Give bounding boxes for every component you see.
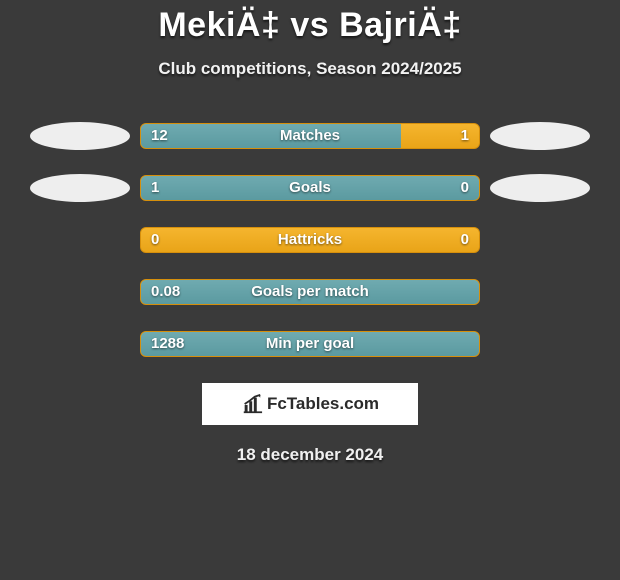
spacer — [30, 226, 130, 254]
right-player-oval — [490, 174, 590, 202]
stat-left-value: 0 — [141, 228, 169, 252]
stat-bar: 0.08Goals per match — [140, 279, 480, 305]
stat-right-value: 0 — [451, 228, 479, 252]
stat-bar: 0 0Hattricks — [140, 227, 480, 253]
stat-label: Hattricks — [141, 228, 479, 252]
spacer — [490, 330, 590, 358]
stat-row: 121Matches — [0, 123, 620, 149]
stat-bar: 121Matches — [140, 123, 480, 149]
stat-rows: 121Matches 10Goals 0 0Hattricks 0.08Goals pe… — [0, 123, 620, 357]
stat-bar-left-fill — [141, 332, 479, 356]
stat-row: 1288Min per goal — [0, 331, 620, 357]
stat-bar: 10Goals — [140, 175, 480, 201]
subtitle: Club competitions, Season 2024/2025 — [0, 59, 620, 79]
date-line: 18 december 2024 — [0, 445, 620, 465]
stat-right-value: 1 — [451, 124, 479, 148]
stat-row: 0.08Goals per match — [0, 279, 620, 305]
stat-row: 0 0Hattricks — [0, 227, 620, 253]
stat-bar-left-fill — [141, 280, 479, 304]
logo-box: FcTables.com — [202, 383, 418, 425]
bar-chart-icon — [241, 393, 263, 415]
left-player-oval — [30, 174, 130, 202]
stat-bar-left-fill — [141, 124, 401, 148]
logo-text: FcTables.com — [267, 394, 379, 414]
spacer — [30, 278, 130, 306]
stat-bar: 1288Min per goal — [140, 331, 480, 357]
spacer — [490, 278, 590, 306]
left-player-oval — [30, 122, 130, 150]
stat-bar-left-fill — [141, 176, 479, 200]
page-title: MekiÄ‡ vs BajriÄ‡ — [0, 6, 620, 45]
comparison-infographic: MekiÄ‡ vs BajriÄ‡ Club competitions, Sea… — [0, 0, 620, 580]
spacer — [490, 226, 590, 254]
spacer — [30, 330, 130, 358]
stat-row: 10Goals — [0, 175, 620, 201]
right-player-oval — [490, 122, 590, 150]
